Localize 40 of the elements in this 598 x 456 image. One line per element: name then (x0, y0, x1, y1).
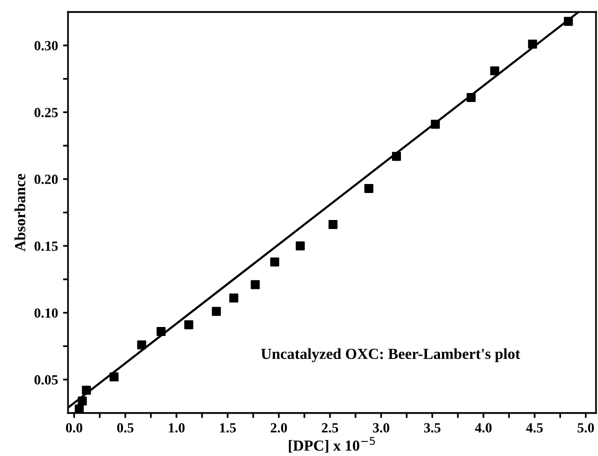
point (490, 66, 500, 76)
point (564, 16, 573, 26)
point (184, 320, 194, 330)
x-tick-label: 4.0 (474, 423, 492, 433)
y-tick-label: 0.10 (34, 308, 58, 318)
y-tick-label: 0.20 (34, 174, 58, 184)
point (110, 372, 119, 382)
y-tick-label: 0.15 (34, 242, 58, 251)
x-tick-label: 0.5 (117, 423, 134, 433)
y-tick-label: 0.30 (34, 41, 58, 50)
point (229, 294, 238, 303)
x-tick-label: 3.0 (372, 423, 390, 433)
point (296, 241, 305, 250)
point (328, 220, 338, 230)
point (270, 257, 280, 266)
annotation: Uncatalyzed OXC: Beer-Lambert's plot (261, 348, 520, 362)
point (528, 40, 538, 49)
x-tick-label: 3.5 (424, 423, 440, 433)
point (156, 326, 166, 336)
point (78, 396, 87, 406)
point (212, 306, 221, 316)
x-tick-label: 5.0 (578, 423, 594, 433)
y-axis-title: Absorbance (14, 174, 26, 252)
y-tick-label: 0.25 (34, 108, 58, 118)
x-tick-label: 2.5 (322, 423, 338, 433)
x-tick-label: 1.5 (220, 423, 236, 433)
point (82, 386, 91, 395)
point (364, 184, 374, 193)
x-axis-title: [DPC] x 10$^{−5}$ (288, 436, 375, 453)
x-tick-label: 0.0 (66, 423, 82, 433)
point (250, 280, 260, 290)
x-tick-label: 2.0 (270, 423, 287, 433)
x-tick-label: 4.5 (526, 423, 543, 433)
point (466, 93, 476, 102)
point (74, 404, 84, 413)
y-tick-label: 0.05 (34, 375, 58, 385)
point (430, 120, 440, 129)
point (392, 152, 401, 161)
x-tick-label: 1.0 (168, 423, 185, 433)
point (137, 340, 146, 350)
